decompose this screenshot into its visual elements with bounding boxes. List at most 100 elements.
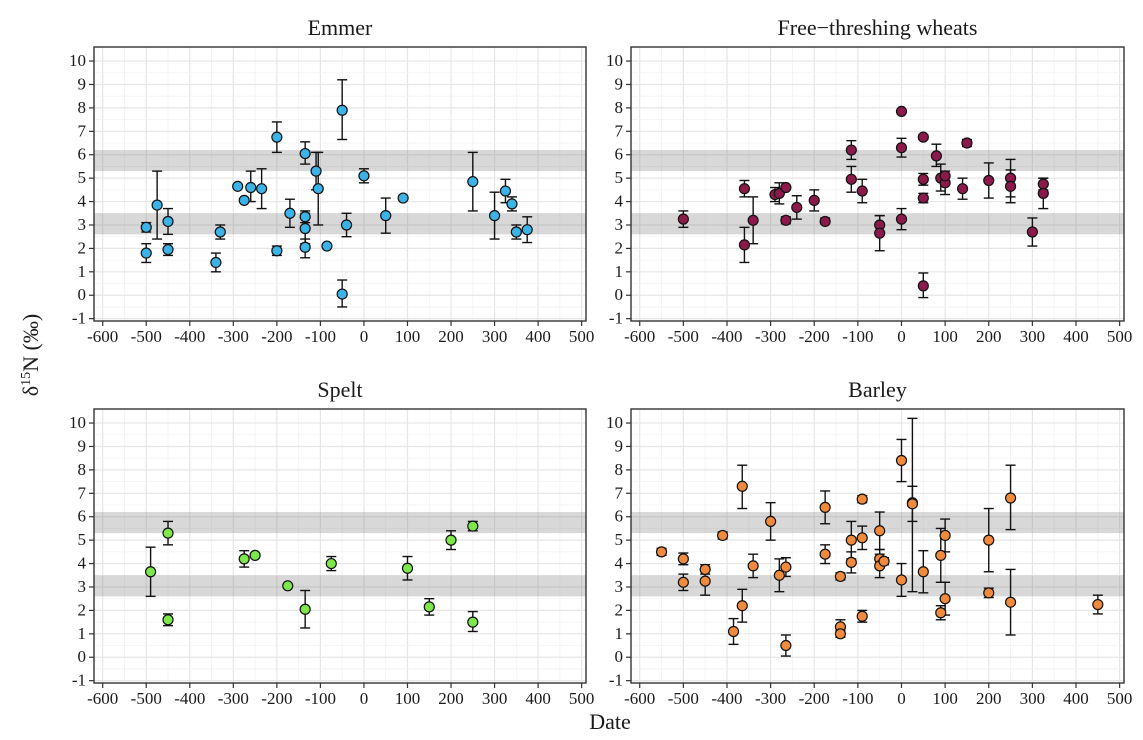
data-point xyxy=(917,566,929,578)
data-point xyxy=(856,610,868,622)
x-tick-label: -500 xyxy=(668,327,699,346)
data-point xyxy=(845,534,857,546)
data-point xyxy=(791,201,803,214)
reference-band xyxy=(631,575,1124,597)
data-point xyxy=(401,562,414,574)
data-point xyxy=(736,600,748,612)
y-tick-label: 2 xyxy=(615,238,624,257)
data-point xyxy=(677,553,689,565)
x-tick-label: 400 xyxy=(525,689,551,708)
data-point xyxy=(1037,187,1049,199)
x-tick-label: -300 xyxy=(218,689,249,708)
x-tick-label: 200 xyxy=(976,327,1002,346)
data-point xyxy=(358,170,370,182)
data-point xyxy=(878,555,890,567)
data-point xyxy=(956,183,969,195)
data-point xyxy=(780,639,792,652)
data-point xyxy=(939,529,951,542)
data-point xyxy=(249,549,261,561)
data-point xyxy=(282,580,294,592)
x-tick-label: 100 xyxy=(395,327,421,346)
data-point xyxy=(845,556,857,568)
y-axis-label: δ15N (‰) xyxy=(18,314,43,396)
x-tick-label: -400 xyxy=(711,689,742,708)
plot-background xyxy=(631,409,1124,683)
x-tick-label: -100 xyxy=(305,689,336,708)
data-point xyxy=(773,569,785,581)
reference-band xyxy=(94,150,586,172)
y-tick-label: -1 xyxy=(72,671,86,690)
data-point xyxy=(930,150,942,162)
x-tick-label: -300 xyxy=(755,327,786,346)
data-point xyxy=(917,173,929,185)
data-point xyxy=(765,515,777,528)
data-point xyxy=(983,534,995,546)
y-tick-label: 2 xyxy=(615,600,624,619)
reference-band xyxy=(631,512,1124,534)
y-tick-label: 9 xyxy=(78,74,87,93)
x-tick-label: -600 xyxy=(87,327,118,346)
y-axis-label-superscript: 15 xyxy=(19,372,34,386)
x-tick-label: 300 xyxy=(482,327,508,346)
data-point xyxy=(1004,492,1017,504)
y-tick-label: 3 xyxy=(78,215,87,234)
y-axis-label-rest: N (‰) xyxy=(18,314,43,372)
x-tick-label: 400 xyxy=(1063,327,1089,346)
data-point xyxy=(874,525,886,537)
chart-panel-2: -600 -500 -400 -300 -200 -100 0 100 200 300 400 500… xyxy=(606,15,1132,346)
y-tick-label: 4 xyxy=(615,192,624,211)
x-tick-label: 300 xyxy=(482,689,508,708)
data-point xyxy=(983,174,995,187)
y-tick-label: 8 xyxy=(78,98,87,117)
y-tick-label: 1 xyxy=(78,262,87,281)
x-tick-label: -400 xyxy=(174,689,205,708)
data-point xyxy=(162,614,174,626)
x-axis-label: Date xyxy=(589,709,631,734)
data-point xyxy=(325,557,337,570)
data-point xyxy=(819,501,831,513)
data-point xyxy=(727,625,740,638)
x-tick-label: -500 xyxy=(131,327,162,346)
data-point xyxy=(895,142,908,154)
data-point xyxy=(488,210,501,222)
x-tick-label: 500 xyxy=(1107,327,1133,346)
data-point xyxy=(906,498,919,510)
data-point xyxy=(856,493,868,505)
y-tick-label: 4 xyxy=(78,192,87,211)
y-tick-label: 10 xyxy=(69,413,86,432)
x-tick-label: 0 xyxy=(897,689,906,708)
y-tick-label: 9 xyxy=(615,436,624,455)
data-point xyxy=(935,549,947,561)
x-tick-label: 0 xyxy=(360,689,369,708)
data-point xyxy=(699,575,711,587)
data-point xyxy=(874,227,886,239)
y-tick-label: 5 xyxy=(78,530,87,549)
data-point xyxy=(423,601,435,613)
data-point xyxy=(336,288,348,300)
data-point xyxy=(895,454,908,467)
panel-title: Barley xyxy=(848,377,907,402)
data-point xyxy=(445,534,457,546)
x-tick-label: 500 xyxy=(569,327,595,346)
data-point xyxy=(284,207,296,219)
y-tick-label: -1 xyxy=(72,309,86,328)
chart-panel-4: -600 -500 -400 -300 -200 -100 0 100 200 300 400 500… xyxy=(606,377,1132,708)
data-point xyxy=(256,183,268,195)
y-tick-label: 3 xyxy=(615,215,624,234)
x-tick-label: -100 xyxy=(305,327,336,346)
x-tick-label: -300 xyxy=(755,689,786,708)
y-tick-label: 7 xyxy=(78,121,87,140)
x-tick-label: 300 xyxy=(1020,327,1046,346)
data-point xyxy=(510,226,522,238)
x-tick-label: 400 xyxy=(525,327,551,346)
x-tick-label: -500 xyxy=(131,689,162,708)
x-tick-label: 100 xyxy=(932,689,958,708)
data-point xyxy=(245,181,257,194)
data-point xyxy=(677,213,689,225)
y-tick-label: -1 xyxy=(609,309,623,328)
x-tick-label: -200 xyxy=(799,689,830,708)
x-tick-label: 500 xyxy=(569,689,595,708)
data-point xyxy=(895,213,908,225)
x-tick-label: -100 xyxy=(842,689,873,708)
data-point xyxy=(162,527,174,539)
